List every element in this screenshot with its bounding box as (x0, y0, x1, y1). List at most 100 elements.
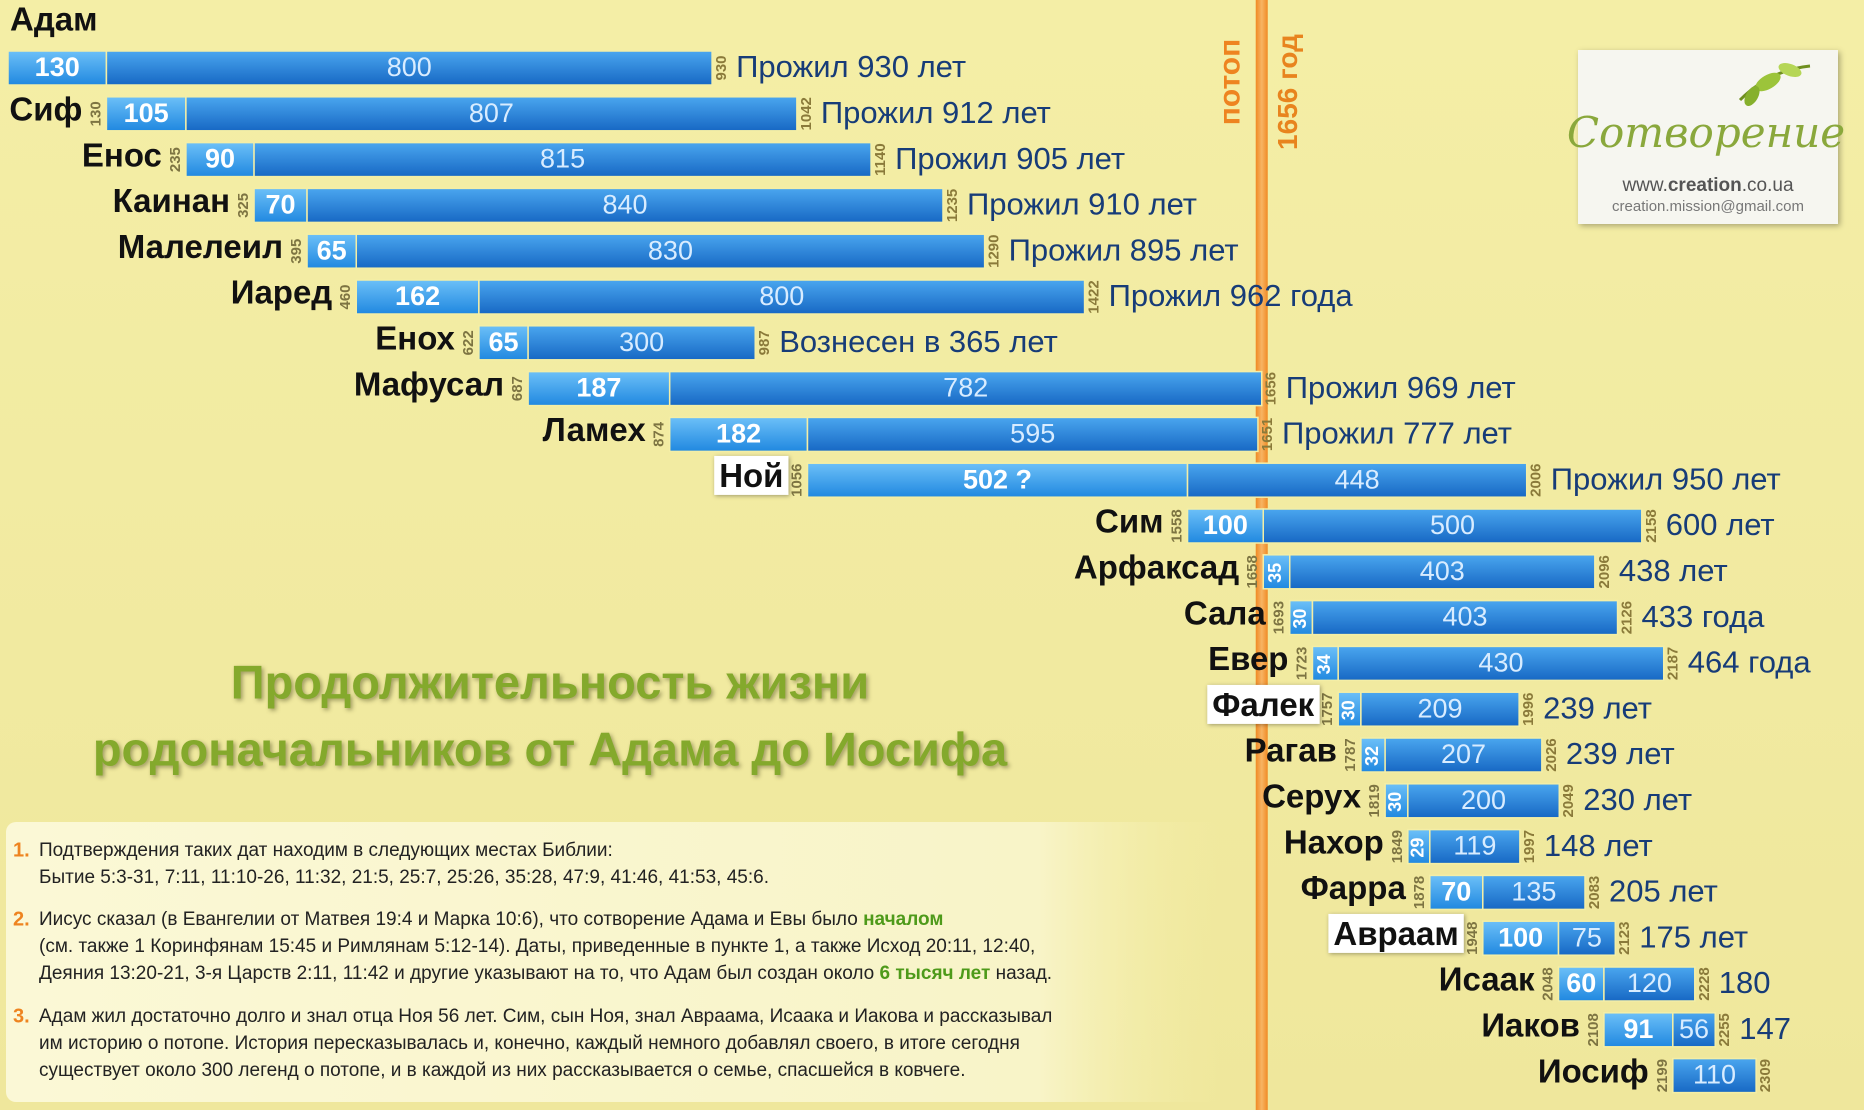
note-line: Бытие 5:3-31, 7:11, 11:10-26, 11:32, 21:… (39, 867, 769, 888)
lifespan-note: Прожил 910 лет (967, 187, 1197, 222)
person-name: Нахор (1284, 823, 1384, 860)
person-name: Енос (82, 136, 162, 173)
person-name: Фарра (1301, 869, 1407, 906)
lifespan-note: 148 лет (1544, 828, 1653, 863)
lifespan-note: 239 лет (1566, 736, 1675, 771)
end-year: 1656 (1263, 372, 1280, 405)
person-name: Сиф (9, 91, 82, 128)
segment-label: 70 (266, 190, 296, 220)
logo: Сотворение www.creation.co.ua creation.m… (1567, 50, 1845, 224)
infographic: Сотворение www.creation.co.ua creation.m… (0, 0, 1864, 1110)
lifespan-note: Прожил 895 лет (1009, 232, 1239, 267)
logo-site-part: www. (1621, 175, 1667, 196)
segment-label: 32 (1362, 746, 1382, 766)
lifespan-note: Прожил 777 лет (1282, 416, 1512, 451)
person-name: Рагав (1245, 732, 1337, 769)
note-number: 3. (13, 1005, 30, 1027)
person-row: 687Мафусал1877821656Прожил 969 лет (354, 365, 1516, 405)
note-line: Адам жил достаточно долго и знал отца Но… (39, 1006, 1052, 1027)
person-name: Иаред (231, 274, 333, 311)
start-year: 1693 (1271, 601, 1288, 634)
person-name: Малелеил (118, 228, 283, 265)
note-text: назад. (990, 963, 1052, 984)
lifespan-note: 239 лет (1543, 690, 1652, 725)
segment-label: 162 (395, 281, 440, 311)
person-name: Каинан (113, 182, 230, 219)
chart-title: родоначальников от Адама до Иосифа (93, 722, 1008, 775)
segment-label: 430 (1478, 648, 1523, 678)
segment-label: 187 (576, 373, 621, 403)
start-year: 1787 (1342, 738, 1359, 771)
start-year: 687 (509, 376, 526, 401)
start-year: 1723 (1293, 647, 1310, 680)
segment-label: 782 (943, 373, 988, 403)
lifespan-note: 438 лет (1619, 553, 1728, 588)
note-line: (см. также 1 Коринфянам 15:45 и Римлянам… (39, 936, 1035, 957)
end-year: 1651 (1259, 418, 1276, 451)
start-year: 1948 (1464, 922, 1481, 955)
segment-label: 300 (619, 327, 664, 357)
start-year: 1658 (1244, 555, 1261, 588)
end-year: 2255 (1716, 1013, 1733, 1046)
segment-label: 91 (1623, 1014, 1653, 1044)
person-row: 1819Серух302002049230 лет (1262, 778, 1692, 818)
start-year: 1757 (1319, 693, 1336, 726)
note-text: Бытие 5:3-31, 7:11, 11:10-26, 11:32, 21:… (39, 867, 769, 888)
lifespan-note: 180 (1719, 965, 1771, 1000)
logo-site-part: creation (1668, 175, 1742, 196)
segment-label: 65 (488, 327, 518, 357)
start-year: 1056 (788, 464, 805, 497)
lifespan-note: 600 лет (1666, 507, 1775, 542)
start-year: 622 (460, 330, 477, 355)
person-name: Исаак (1439, 961, 1535, 998)
segment-label: 403 (1420, 556, 1465, 586)
segment-label: 448 (1335, 464, 1380, 494)
segment-label: 800 (759, 281, 804, 311)
logo-site: www.creation.co.ua (1621, 175, 1794, 196)
start-year: 1878 (1411, 876, 1428, 909)
note-line: Иисус сказал (в Евангелии от Матвея 19:4… (39, 909, 943, 930)
lifespan-note: 464 года (1688, 645, 1812, 680)
lifespan-note: Вознесен в 365 лет (779, 324, 1058, 359)
note-text: им историю о потопе. История пересказыва… (39, 1033, 1020, 1054)
note-text: Деяния 13:20-21, 3-я Царств 2:11, 11:42 … (39, 963, 880, 984)
end-year: 2083 (1586, 876, 1603, 909)
segment-label: 120 (1627, 968, 1672, 998)
note-text: Адам жил достаточно долго и знал отца Но… (39, 1006, 1052, 1027)
end-year: 2096 (1596, 555, 1613, 588)
note-text: Иисус сказал (в Евангелии от Матвея 19:4… (39, 909, 863, 930)
start-year: 460 (337, 284, 354, 309)
end-year: 930 (713, 55, 730, 80)
note-line: существует около 300 легенд о потопе, и … (39, 1060, 965, 1081)
logo-site-part: .co.ua (1742, 175, 1794, 196)
segment-label: 130 (35, 52, 80, 82)
segment-label: 209 (1417, 693, 1462, 723)
segment-label: 815 (540, 144, 585, 174)
start-year: 874 (651, 421, 668, 447)
end-year: 2123 (1616, 922, 1633, 955)
person-name: Иосиф (1538, 1052, 1649, 1089)
segment-label: 90 (205, 144, 235, 174)
segment-label: 182 (716, 419, 761, 449)
person-name: Евер (1208, 640, 1288, 677)
person-name: Ламех (543, 411, 647, 448)
segment-label: 135 (1511, 877, 1556, 907)
segment-label: 30 (1338, 700, 1358, 720)
note-number: 1. (13, 839, 30, 861)
end-year: 2049 (1560, 784, 1577, 817)
person-name: Иаков (1481, 1007, 1580, 1044)
person-name: Ной (719, 457, 783, 494)
person-name: Фалек (1212, 686, 1314, 723)
note-number: 2. (13, 908, 30, 930)
end-year: 1996 (1520, 693, 1537, 726)
end-year: 2126 (1619, 601, 1636, 634)
lifespan-note: Прожил 905 лет (895, 141, 1125, 176)
segment-label: 110 (1693, 1060, 1736, 1090)
segment-label: 207 (1441, 739, 1486, 769)
lifespan-note: 175 лет (1639, 919, 1748, 954)
segment-label: 502 ? (963, 464, 1032, 494)
logo-email: creation.mission@gmail.com (1612, 198, 1804, 215)
segment-label: 800 (387, 52, 432, 82)
